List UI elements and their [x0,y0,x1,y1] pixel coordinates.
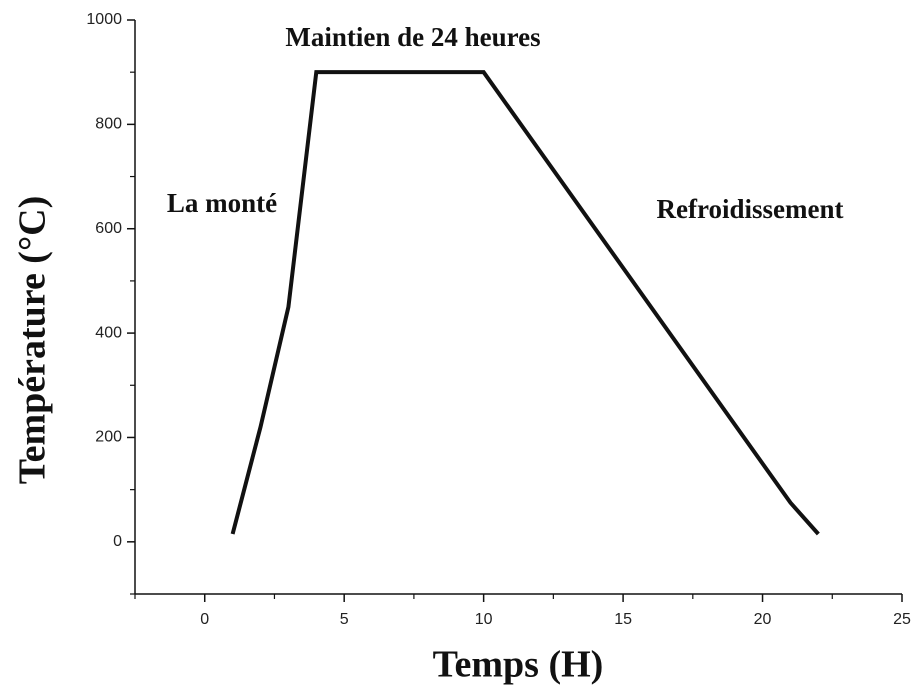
x-tick-label: 10 [475,611,493,628]
data-line [230,70,820,536]
x-tick-label: 5 [340,611,349,628]
x-tick-label: 20 [754,611,772,628]
annotation: La monté [167,188,277,218]
y-tick-label: 1000 [86,11,122,28]
x-tick-label: 25 [893,611,911,628]
y-tick-label: 0 [113,533,122,550]
y-tick-label: 600 [95,220,122,237]
x-axis-label: Temps (H) [433,644,604,686]
annotation: Maintien de 24 heures [285,22,540,52]
x-tick-label: 15 [614,611,632,628]
y-axis-label: Température (°C) [12,196,54,485]
x-tick-label: 0 [200,611,209,628]
y-tick-label: 400 [95,324,122,341]
y-tick-label: 800 [95,116,122,133]
y-tick-label: 200 [95,429,122,446]
annotation: Refroidissement [657,194,844,224]
